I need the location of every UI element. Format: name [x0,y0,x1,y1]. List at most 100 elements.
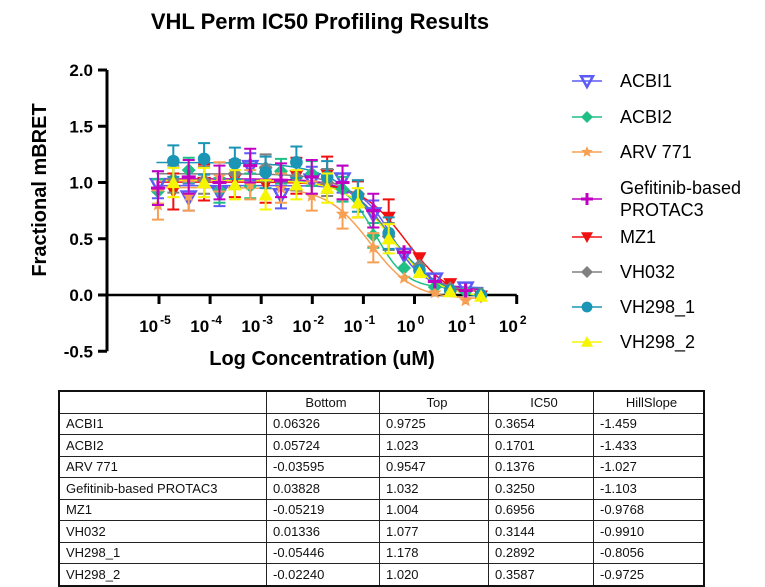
table-cell: 1.004 [379,498,489,521]
data-point-gefitinib-based-protac3 [366,203,381,218]
table-cell: -0.03595 [266,455,380,478]
y-tick-label: 0.0 [69,286,93,305]
data-point-vh298_2 [381,231,396,245]
table-header-cell: HillSlope [593,390,705,414]
table-row-label: Gefitinib-based PROTAC3 [58,477,267,500]
table-row: Gefitinib-based PROTAC3 0.03828 1.032 0.325… [58,477,705,500]
data-point-vh298_2 [258,187,273,201]
data-point-gefitinib-based-protac3 [397,245,412,260]
x-tick-label: 10 -2 [293,313,325,336]
y-tick-label: 2.0 [69,61,93,80]
table-row-label: VH298_2 [58,563,267,586]
data-points [148,142,488,307]
legend-marker-vh298_2 [581,336,593,347]
data-point-gefitinib-based-protac3 [243,158,258,173]
legend-label: Gefitinib-based [620,178,741,198]
table-header-cell [58,390,267,414]
data-point-arv-771 [305,189,319,202]
data-point-acbi1 [425,272,444,289]
x-tick-label: 10 -3 [241,313,273,336]
table-cell: -0.9725 [593,563,705,586]
legend-label: ACBI1 [620,71,672,91]
table-cell: -0.8056 [593,541,705,564]
table-row: VH298_2 -0.02240 1.020 0.3587 -0.9725 [58,563,705,586]
data-point-gefitinib-based-protac3 [335,175,350,190]
table-cell: -0.05446 [266,541,380,564]
table-cell: 0.3654 [488,412,594,435]
table-row: ACBI2 0.05724 1.023 0.1701 -1.433 [58,434,705,457]
table-cell: 0.3144 [488,520,594,543]
table-row-label: ACBI2 [58,434,267,457]
table-cell: -1.027 [593,455,705,478]
table-cell: 0.9725 [379,412,489,435]
table-cell: -0.05219 [266,498,380,521]
table-cell: -1.103 [593,477,705,500]
axes: -0.5 0.0 0.5 1.0 1.5 2.0 10 -5 10 -4 10 -3 10 -2 10 -1 1… [64,61,527,361]
data-point-gefitinib-based-protac3 [274,173,289,188]
legend-marker-mz1 [581,232,593,243]
y-tick-label: -0.5 [64,342,93,361]
table-cell: -0.9910 [593,520,705,543]
table-cell: -0.9768 [593,498,705,521]
table-cell: 0.06326 [266,412,380,435]
y-tick-label: 0.5 [69,230,93,249]
table-row: MZ1 -0.05219 1.004 0.6956 -0.9768 [58,498,705,521]
table-header-cell: Top [379,390,489,414]
data-point-vh298_1 [167,154,180,168]
legend-marker-acbi2 [581,111,593,123]
data-point-vh298_2 [320,181,335,194]
table-cell: 0.2892 [488,541,594,564]
data-point-arv-771 [243,177,257,191]
dose-response-chart: VHL Perm IC50 Profiling Results Fraction… [29,9,741,370]
data-point-gefitinib-based-protac3 [150,181,165,196]
data-point-vh298_2 [166,175,181,189]
data-point-gefitinib-based-protac3 [304,169,319,184]
table-cell: -1.459 [593,412,705,435]
table-cell: 0.1376 [488,455,594,478]
data-point-acbi2 [397,261,412,275]
data-point-vh298_1 [290,155,303,169]
data-point-arv-771 [397,271,411,284]
data-point-arv-771 [428,285,442,299]
x-tick-label: 10 -4 [190,313,222,336]
table-cell: 0.03828 [266,477,380,500]
table-cell: 0.9547 [379,455,489,478]
table-row: ACBI1 0.06326 0.9725 0.3654 -1.459 [58,412,705,435]
legend-marker-acbi1 [578,74,596,90]
data-point-vh298_2 [227,177,242,191]
x-tick-label: 10 1 [448,313,476,336]
x-tick-label: 10 2 [499,313,527,336]
data-point-vh298_1 [228,157,242,170]
table-cell: 1.032 [379,477,489,500]
legend-label: VH298_2 [620,332,695,353]
table-row-label: ARV 771 [58,455,267,478]
legend-label: ARV 771 [620,142,692,162]
table-cell: 1.023 [379,434,489,457]
table-row: VH032 0.01336 1.077 0.3144 -0.9910 [58,520,705,543]
x-axis-label: Log Concentration (uM) [209,348,435,370]
legend-label: VH298_1 [620,297,695,318]
data-point-arv-771 [182,189,196,202]
data-point-vh298_2 [473,289,488,302]
legend-label: MZ1 [620,227,656,247]
table-row-label: VH298_1 [58,541,267,564]
data-point-vh298_2 [443,284,458,298]
legend-marker-gefitinib-based-protac3 [581,193,593,205]
table-row-label: MZ1 [58,498,267,521]
table-cell: 0.3250 [488,477,594,500]
x-tick-label: 10 -5 [139,313,171,336]
table-row: ARV 771 -0.03595 0.9547 0.1376 -1.027 [58,455,705,478]
data-point-arv-771 [366,240,380,254]
table-cell: 0.01336 [266,520,380,543]
data-point-arv-771 [335,207,350,220]
table-row-label: ACBI1 [58,412,267,435]
table-cell: 1.020 [379,563,489,586]
table-header-cell: IC50 [488,390,594,414]
table-cell: 0.6956 [488,498,594,521]
data-point-mz1 [412,252,427,265]
fit-results-table: Bottom Top IC50 HillSlope ACBI1 0.06326 0.972… [58,390,705,587]
table-cell: 1.178 [379,541,489,564]
data-point-vh298_2 [412,265,427,279]
table-cell: 0.1701 [488,434,594,457]
